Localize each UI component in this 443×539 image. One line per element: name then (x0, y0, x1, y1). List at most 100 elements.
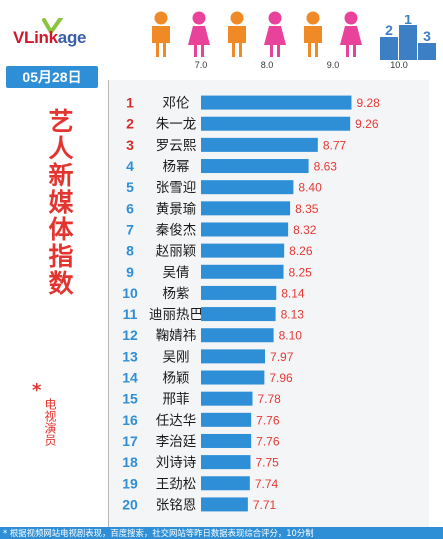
value-label: 7.76 (256, 413, 280, 427)
page-title: 艺人新媒体指数 (45, 108, 74, 297)
value-label: 8.35 (295, 202, 319, 216)
value-label: 7.71 (253, 498, 277, 512)
rank-label: 15 (122, 391, 138, 407)
artist-name-label: 邓伦 (163, 96, 190, 112)
artist-name-label: 杨幂 (163, 159, 190, 175)
artist-name-label: 黄景瑜 (156, 201, 197, 217)
value-label: 8.10 (279, 329, 303, 343)
value-label: 8.25 (289, 265, 313, 279)
people-icons (152, 11, 362, 57)
rank-label: 5 (126, 179, 134, 195)
artist-name-label: 吴刚 (163, 349, 190, 365)
rank-label: 13 (122, 348, 138, 364)
rank-label: 19 (122, 475, 138, 491)
rank-label: 18 (122, 454, 138, 470)
value-label: 7.76 (256, 434, 280, 448)
artist-name-label: 秦俊杰 (156, 222, 197, 238)
score-bar (201, 159, 309, 174)
rank-label: 12 (122, 327, 138, 343)
artist-name-label: 朱一龙 (156, 117, 197, 133)
value-label: 8.40 (298, 181, 322, 195)
rank-label: 2 (126, 116, 134, 132)
chart-panel: 7.0 8.0 9.0 10.0 1 邓伦 9.28 2 朱一龙 9.26 3 罗云熙 8.77 4 杨幂 8… (108, 60, 429, 527)
artist-name-label: 张铭恩 (156, 497, 197, 513)
x-tick-label: 10.0 (390, 60, 408, 70)
score-bar (201, 455, 251, 470)
rank-label: 9 (126, 264, 134, 280)
value-label: 7.78 (257, 392, 281, 406)
artist-name-label: 张雪迎 (156, 180, 197, 196)
score-bar (201, 476, 250, 491)
artist-name-label: 赵丽颖 (156, 244, 197, 260)
rank-label: 10 (122, 285, 138, 301)
rank-label: 4 (126, 158, 134, 174)
value-label: 7.74 (255, 477, 279, 491)
score-bar (201, 370, 265, 385)
rank-label: 17 (122, 433, 138, 449)
artist-name-label: 杨紫 (163, 286, 190, 302)
score-bar (201, 433, 252, 448)
rank-label: 6 (126, 200, 134, 216)
score-bar (201, 349, 266, 364)
x-tick-label: 8.0 (261, 60, 274, 70)
score-bar (201, 285, 277, 300)
person-icon (304, 11, 322, 57)
score-bar (201, 95, 352, 110)
x-tick-label: 7.0 (195, 60, 208, 70)
artist-name-label: 任达华 (156, 413, 197, 429)
rank-label: 16 (122, 412, 138, 428)
score-bar (201, 222, 289, 237)
score-bar (201, 116, 351, 131)
score-bar (201, 497, 248, 512)
person-icon (264, 11, 286, 57)
person-icon (228, 11, 246, 57)
footnote: * 根据视频网站电视剧表现，百度搜索，社交网站等昨日数据表现综合评分，10分制 (0, 527, 443, 539)
podium-icon: 2 1 3 (380, 15, 436, 60)
artist-name-label: 刘诗诗 (156, 455, 197, 471)
category-label: 电视演员 (43, 398, 57, 446)
podium-label-3: 3 (423, 28, 431, 44)
v-logo-icon (42, 18, 63, 34)
rank-label: 14 (122, 370, 138, 386)
value-label: 8.32 (293, 223, 317, 237)
person-icon (188, 11, 210, 57)
score-bar (201, 137, 318, 152)
artist-name-label: 王劲松 (156, 476, 197, 492)
score-bar (201, 412, 252, 427)
person-icon (340, 11, 362, 57)
value-label: 7.97 (270, 350, 294, 364)
rank-label: 8 (126, 243, 134, 259)
rank-label: 7 (126, 221, 134, 237)
value-label: 9.28 (356, 96, 380, 110)
value-label: 7.75 (256, 456, 280, 470)
artist-name-label: 鞠婧祎 (156, 328, 197, 344)
artist-name-label: 迪丽热巴 (149, 307, 203, 323)
score-bar (201, 180, 294, 195)
artist-name-label: 李治廷 (156, 434, 197, 450)
value-label: 7.96 (269, 371, 293, 385)
artist-name-label: 邢菲 (163, 392, 190, 408)
date-badge: 05月28日 (6, 66, 98, 88)
score-bar (201, 201, 291, 216)
artist-name-label: 罗云熙 (156, 138, 197, 154)
podium-label-2: 2 (385, 22, 393, 38)
value-label: 8.63 (314, 160, 338, 174)
value-label: 8.14 (281, 286, 305, 300)
logo-suffix: age (57, 28, 87, 47)
rank-label: 11 (123, 306, 138, 322)
score-bar (201, 391, 253, 406)
score-bar (201, 328, 274, 343)
star-mark: * (32, 380, 42, 401)
score-bar (201, 307, 276, 322)
value-label: 8.13 (281, 308, 305, 322)
value-label: 9.26 (355, 117, 379, 131)
rank-label: 3 (126, 137, 134, 153)
rank-label: 20 (122, 496, 138, 512)
rank-label: 1 (126, 95, 134, 111)
podium-label-1: 1 (404, 15, 412, 27)
value-label: 8.77 (323, 138, 347, 152)
person-icon (152, 11, 170, 57)
brand-logo: VLinkage (13, 28, 87, 48)
artist-name-label: 吴倩 (163, 265, 190, 281)
